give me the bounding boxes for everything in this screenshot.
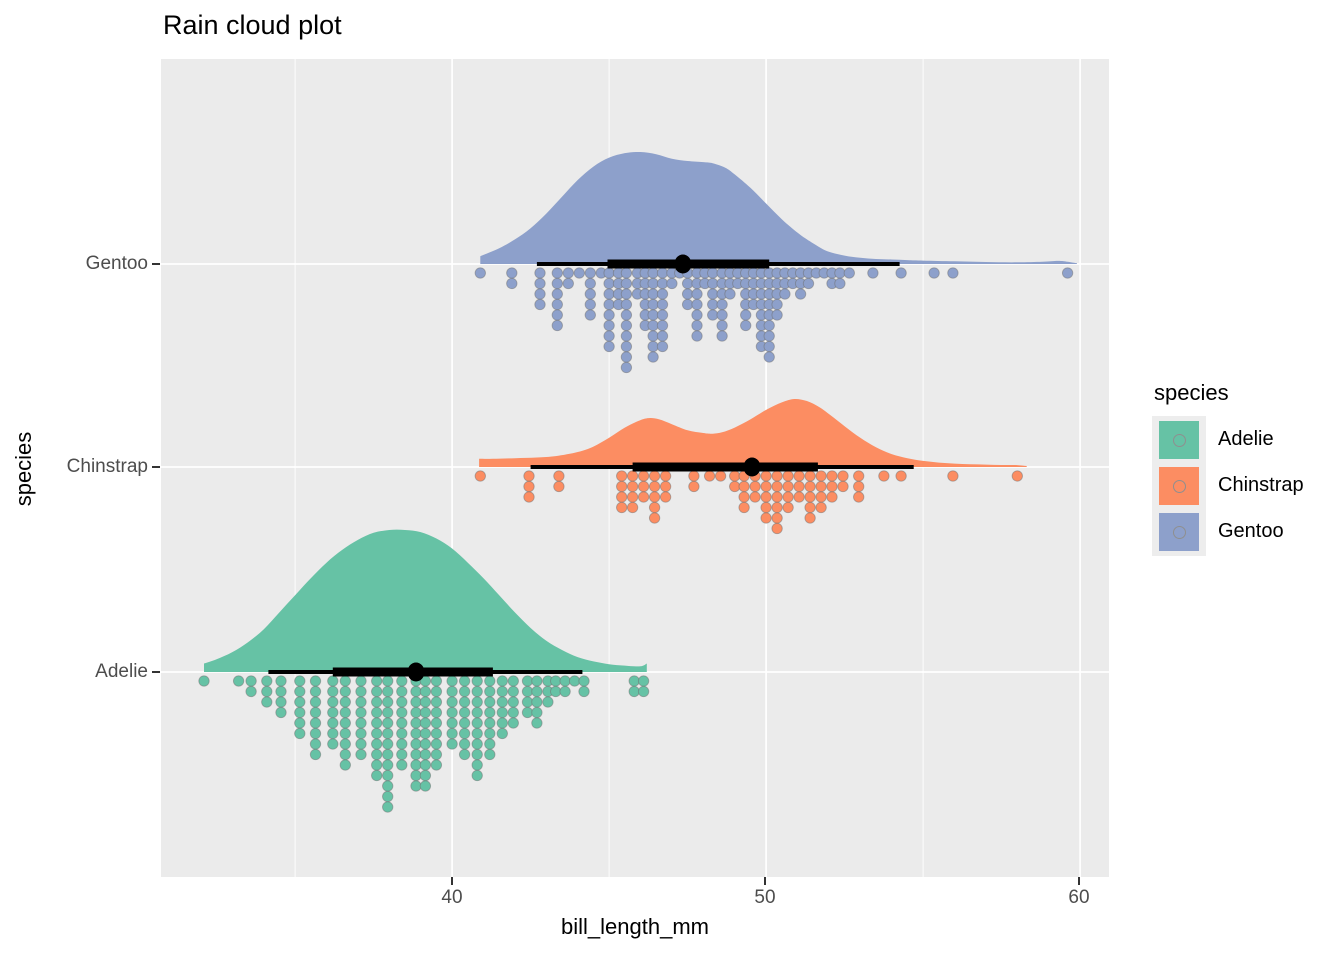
y-tick-adelie [152, 671, 160, 673]
plot-title: Rain cloud plot [163, 10, 342, 40]
legend-title: species [1154, 380, 1229, 405]
raincloud-canvas [161, 59, 1109, 877]
x-tick-40 [451, 877, 453, 885]
y-tick-label-chinstrap: Chinstrap [66, 456, 148, 477]
density-slab-gentoo [480, 151, 1077, 264]
interval-adelie [268, 662, 583, 682]
point-glyph-icon [1173, 434, 1186, 447]
y-tick-label-gentoo: Gentoo [85, 253, 148, 274]
x-axis-title: bill_length_mm [561, 914, 709, 939]
rain-dots-gentoo [474, 267, 1074, 374]
x-tick-label-40: 40 [441, 887, 463, 908]
legend-label-adelie: Adelie [1218, 428, 1274, 450]
legend-swatch-adelie [1159, 421, 1199, 459]
legend-swatch-chinstrap [1159, 467, 1199, 505]
rain-dots-chinstrap [474, 470, 1023, 535]
legend-label-chinstrap: Chinstrap [1218, 474, 1304, 496]
y-tick-gentoo [152, 263, 160, 265]
x-tick-label-50: 50 [754, 887, 776, 908]
legend-keys: Adelie Chinstrap Gentoo [1152, 416, 1304, 556]
x-tick-50 [764, 877, 766, 885]
interval-chinstrap [530, 457, 914, 477]
density-slab-chinstrap [479, 398, 1027, 467]
point-glyph-icon [1173, 480, 1186, 493]
point-glyph-icon [1173, 526, 1186, 539]
legend: species Adelie Chinstrap Gentoo [1152, 380, 1304, 556]
y-tick-label-adelie: Adelie [95, 661, 148, 682]
rain-dots-adelie [198, 675, 650, 813]
x-tick-60 [1078, 877, 1080, 885]
legend-label-gentoo: Gentoo [1218, 520, 1284, 542]
y-axis-title: species [11, 431, 36, 507]
y-tick-chinstrap [152, 466, 160, 468]
plot-panel [161, 59, 1109, 877]
x-tick-label-60: 60 [1068, 887, 1090, 908]
density-slab-adelie [204, 529, 647, 672]
interval-gentoo [536, 254, 900, 274]
legend-swatch-gentoo [1159, 513, 1199, 551]
